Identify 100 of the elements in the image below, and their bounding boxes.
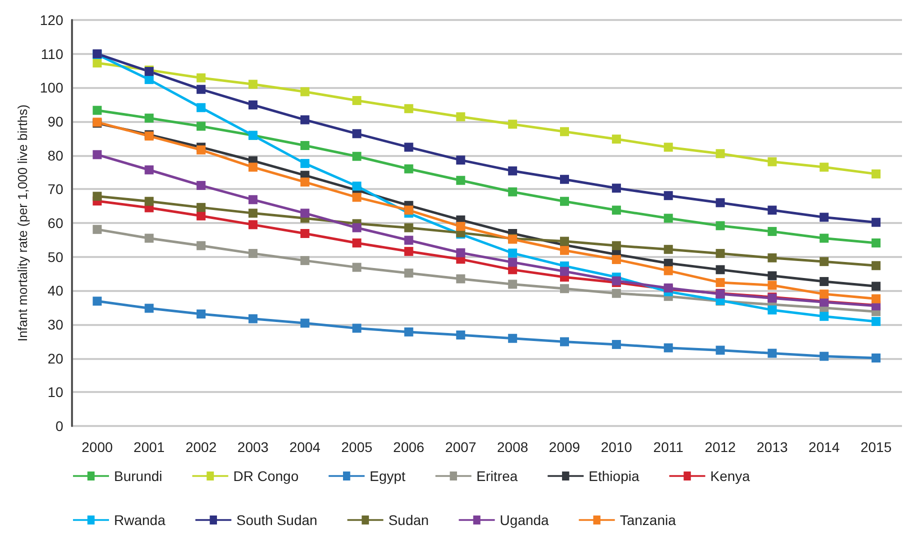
- x-tick-label: 2004: [289, 439, 321, 455]
- point: [196, 84, 206, 94]
- point: [92, 150, 102, 160]
- point: [664, 244, 673, 254]
- point: [196, 310, 206, 319]
- point: [560, 337, 570, 346]
- point: [300, 87, 310, 96]
- y-axis-title: Infant mortality rate (per 1,000 live births): [15, 104, 30, 342]
- legend-label: Burundi: [114, 468, 162, 484]
- point: [872, 353, 881, 362]
- point: [560, 236, 570, 246]
- point: [768, 206, 777, 215]
- point: [404, 104, 414, 114]
- point: [508, 166, 518, 176]
- legend-label: Sudan: [388, 512, 429, 528]
- legend-label: Kenya: [710, 468, 750, 484]
- point: [404, 164, 414, 174]
- y-tick-label: 10: [48, 384, 64, 400]
- point: [196, 241, 206, 250]
- point: [768, 305, 777, 314]
- point: [872, 261, 881, 270]
- y-tick-label: 100: [40, 80, 64, 96]
- point: [820, 212, 829, 222]
- point: [820, 352, 829, 361]
- point: [664, 343, 673, 352]
- point: [248, 195, 258, 204]
- point: [560, 174, 570, 184]
- point: [820, 290, 829, 299]
- point: [456, 330, 466, 340]
- point: [664, 266, 673, 276]
- legend-label: Eritrea: [476, 468, 518, 484]
- point: [456, 222, 466, 231]
- point: [456, 248, 466, 258]
- point: [872, 316, 881, 326]
- x-tick-label: 2007: [445, 439, 476, 455]
- point: [352, 223, 362, 232]
- point: [144, 196, 154, 206]
- point: [404, 206, 414, 215]
- point: [196, 122, 206, 131]
- point: [612, 134, 621, 144]
- y-tick-label: 80: [48, 147, 64, 164]
- point: [768, 226, 777, 236]
- point: [92, 192, 102, 201]
- point: [248, 220, 258, 230]
- point: [196, 73, 206, 82]
- point: [560, 127, 570, 136]
- point: [716, 198, 725, 208]
- y-tick-label: 30: [48, 316, 64, 332]
- x-tick-label: 2008: [497, 439, 528, 455]
- point: [92, 106, 102, 115]
- point: [716, 278, 725, 288]
- point: [872, 238, 881, 248]
- point: [872, 282, 881, 291]
- point: [300, 158, 310, 168]
- point: [300, 208, 310, 218]
- x-tick-label: 2006: [393, 439, 425, 455]
- point: [300, 115, 310, 124]
- legend-label: South Sudan: [236, 512, 318, 528]
- point: [612, 288, 621, 298]
- y-tick-label: 70: [48, 181, 64, 198]
- point: [196, 211, 206, 220]
- x-tick-label: 2001: [134, 439, 165, 455]
- point: [820, 257, 829, 266]
- point: [872, 294, 881, 304]
- x-tick-label: 2000: [82, 439, 113, 455]
- point: [768, 271, 777, 280]
- point: [248, 80, 258, 89]
- point: [456, 112, 466, 122]
- x-tick-label: 2010: [600, 439, 632, 455]
- y-tick-label: 120: [40, 12, 64, 28]
- point: [92, 58, 102, 68]
- point: [560, 266, 570, 276]
- point: [768, 157, 777, 166]
- point: [872, 169, 881, 178]
- point: [664, 191, 673, 200]
- point: [768, 348, 777, 358]
- legend-label: DR Congo: [233, 468, 299, 484]
- x-tick-label: 2012: [704, 439, 736, 455]
- point: [352, 152, 362, 161]
- point: [352, 238, 362, 248]
- point: [456, 274, 466, 284]
- y-tick-label: 20: [48, 350, 64, 366]
- point: [352, 182, 362, 191]
- y-tick-label: 40: [48, 282, 64, 299]
- point: [716, 248, 725, 258]
- legend-label: Ethiopia: [588, 468, 640, 484]
- point: [768, 280, 777, 290]
- point: [248, 208, 258, 218]
- point: [508, 258, 518, 267]
- point: [404, 268, 414, 278]
- point: [404, 327, 414, 336]
- point: [300, 141, 310, 150]
- point: [300, 228, 310, 238]
- x-tick-label: 2009: [548, 439, 580, 455]
- x-tick-label: 2011: [653, 439, 684, 455]
- point: [144, 165, 154, 174]
- point: [820, 312, 829, 321]
- point: [508, 280, 518, 289]
- point: [248, 248, 258, 258]
- point: [404, 246, 414, 256]
